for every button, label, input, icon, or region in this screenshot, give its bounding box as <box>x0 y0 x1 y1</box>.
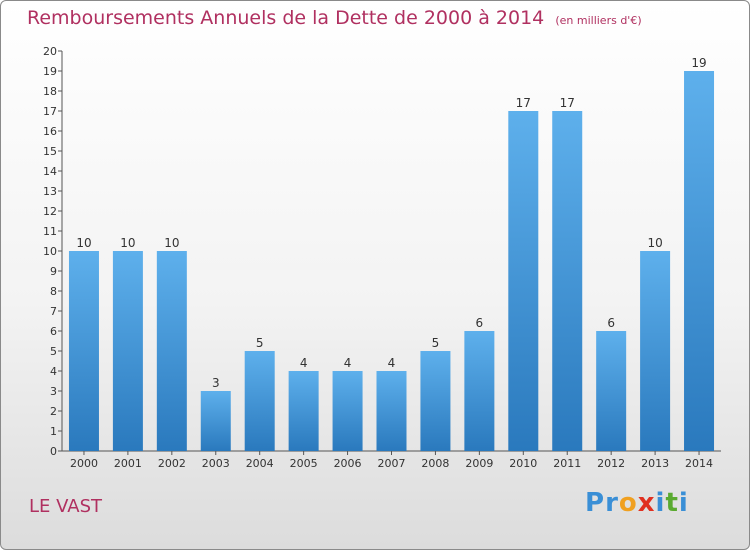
bar <box>244 351 275 451</box>
bar-value-label: 6 <box>476 316 484 330</box>
x-tick-label: 2009 <box>465 457 493 470</box>
bar <box>552 111 583 451</box>
bar <box>596 331 627 451</box>
y-tick-label: 15 <box>43 145 57 158</box>
bar <box>332 371 363 451</box>
x-tick-label: 2006 <box>334 457 362 470</box>
bar-value-label: 10 <box>647 236 662 250</box>
bar <box>420 351 451 451</box>
y-tick-label: 9 <box>50 265 57 278</box>
x-tick-label: 2004 <box>246 457 274 470</box>
bar-value-label: 4 <box>388 356 396 370</box>
bar <box>288 371 319 451</box>
logo-letter: x <box>637 488 656 518</box>
y-tick-label: 0 <box>50 445 57 458</box>
y-tick-label: 20 <box>43 45 57 58</box>
bar <box>684 71 715 451</box>
x-tick-label: 2002 <box>158 457 186 470</box>
bar-value-label: 10 <box>120 236 135 250</box>
bar-value-label: 6 <box>607 316 615 330</box>
y-tick-label: 10 <box>43 245 57 258</box>
bar-value-label: 5 <box>256 336 264 350</box>
y-tick-label: 7 <box>50 305 57 318</box>
bar-value-label: 10 <box>76 236 91 250</box>
bar-value-label: 5 <box>432 336 440 350</box>
logo-letter: i <box>678 488 689 518</box>
bar <box>376 371 407 451</box>
logo-letter: r <box>605 488 619 518</box>
y-tick-label: 1 <box>50 425 57 438</box>
bar <box>200 391 231 451</box>
bar-value-label: 17 <box>560 96 575 110</box>
y-tick-label: 11 <box>43 225 57 238</box>
bar <box>112 251 143 451</box>
y-tick-label: 4 <box>50 365 57 378</box>
bar <box>464 331 495 451</box>
y-tick-label: 18 <box>43 85 57 98</box>
logo-letter: t <box>665 488 679 518</box>
bar <box>156 251 187 451</box>
y-tick-label: 13 <box>43 185 57 198</box>
x-tick-label: 2000 <box>70 457 98 470</box>
proxiti-logo: Proxiti <box>585 488 689 518</box>
logo-letter: i <box>655 488 666 518</box>
logo-letter: o <box>618 488 638 518</box>
x-tick-label: 2007 <box>378 457 406 470</box>
bar-series: 10 10 10 3 5 4 4 4 5 6 17 17 6 10 19 <box>68 56 715 451</box>
bar-value-label: 3 <box>212 376 220 390</box>
chart-title: Remboursements Annuels de la Dette de 20… <box>27 7 545 29</box>
y-tick-label: 5 <box>50 345 57 358</box>
bar-value-label: 17 <box>516 96 531 110</box>
bar <box>68 251 99 451</box>
x-tick-label: 2011 <box>553 457 581 470</box>
x-tick-label: 2010 <box>509 457 537 470</box>
bar-value-label: 19 <box>691 56 706 70</box>
bar-value-label: 4 <box>300 356 308 370</box>
logo-letter: P <box>585 488 606 518</box>
x-tick-label: 2013 <box>641 457 669 470</box>
bar-value-label: 4 <box>344 356 352 370</box>
y-tick-label: 12 <box>43 205 57 218</box>
title-block: Remboursements Annuels de la Dette de 20… <box>27 7 642 29</box>
bar-value-label: 10 <box>164 236 179 250</box>
y-tick-label: 14 <box>43 165 57 178</box>
x-tick-label: 2001 <box>114 457 142 470</box>
y-tick-label: 19 <box>43 65 57 78</box>
y-tick-label: 2 <box>50 405 57 418</box>
y-tick-label: 17 <box>43 105 57 118</box>
bar <box>640 251 671 451</box>
y-tick-label: 8 <box>50 285 57 298</box>
chart-subtitle: (en milliers d'€) <box>555 14 642 27</box>
bar <box>508 111 539 451</box>
x-tick-label: 2003 <box>202 457 230 470</box>
x-tick-label: 2014 <box>685 457 713 470</box>
y-tick-label: 3 <box>50 385 57 398</box>
y-tick-label: 16 <box>43 125 57 138</box>
x-tick-label: 2012 <box>597 457 625 470</box>
x-tick-label: 2008 <box>421 457 449 470</box>
place-name: LE VAST <box>29 496 103 517</box>
y-tick-label: 6 <box>50 325 57 338</box>
x-tick-label: 2005 <box>290 457 318 470</box>
